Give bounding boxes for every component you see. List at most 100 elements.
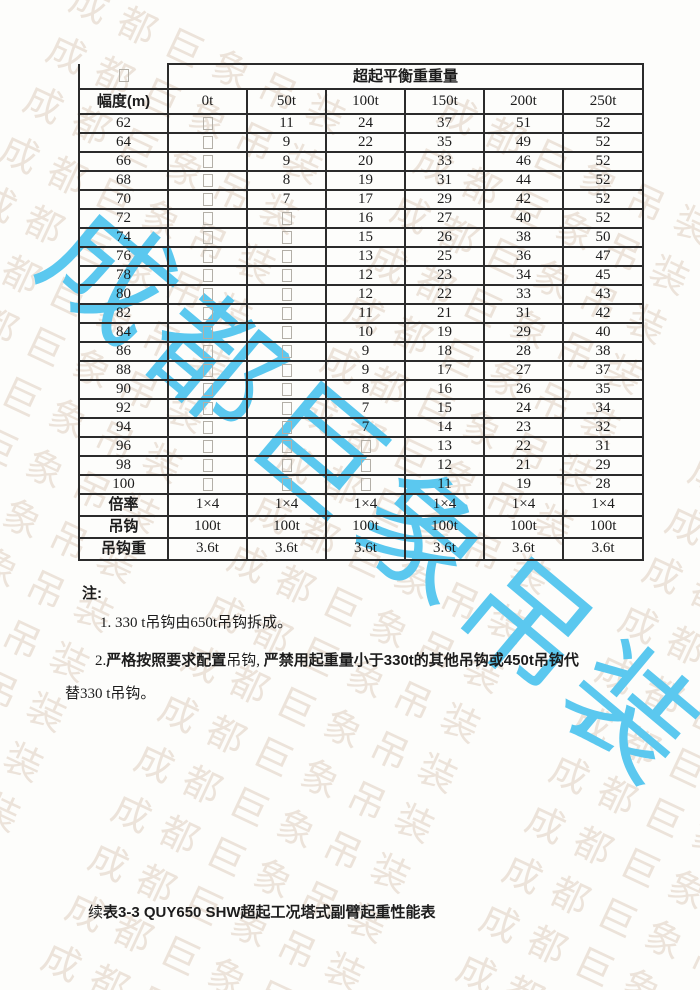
capacity-cell: 16	[325, 208, 406, 229]
radius-cell: 64	[78, 132, 169, 153]
capacity-cell: 37	[404, 113, 485, 134]
capacity-cell: 19	[404, 322, 485, 343]
missing-glyph-box	[281, 382, 292, 396]
capacity-cell: 44	[483, 170, 564, 191]
missing-glyph-box	[360, 458, 371, 472]
radius-cell: 100	[78, 474, 169, 495]
footer-value-cell: 1×4	[167, 493, 248, 517]
missing-glyph-box	[281, 420, 292, 434]
radius-cell: 88	[78, 360, 169, 381]
radius-cell: 86	[78, 341, 169, 362]
capacity-cell: 11	[325, 303, 406, 324]
capacity-cell: 40	[561, 322, 645, 343]
missing-glyph-box	[202, 154, 213, 168]
col-header-100t: 100t	[325, 88, 406, 115]
capacity-cell: 24	[483, 398, 564, 419]
capacity-cell: 29	[483, 322, 564, 343]
capacity-cell: 42	[561, 303, 645, 324]
capacity-cell: 7	[325, 417, 406, 438]
capacity-cell	[167, 436, 248, 457]
capacity-cell: 26	[483, 379, 564, 400]
capacity-cell: 34	[483, 265, 564, 286]
capacity-cell: 24	[325, 113, 406, 134]
footer-value-cell: 3.6t	[246, 537, 327, 561]
capacity-cell: 23	[483, 417, 564, 438]
capacity-cell: 22	[404, 284, 485, 305]
capacity-cell: 8	[246, 170, 327, 191]
missing-glyph-box	[202, 363, 213, 377]
missing-glyph-box	[281, 401, 292, 415]
capacity-cell: 46	[483, 151, 564, 172]
footer-value-cell: 1×4	[561, 493, 645, 517]
table-row-column-headers: 幅度(m) 0t 50t 100t 150t 200t 250t	[78, 88, 645, 115]
capacity-cell: 35	[404, 132, 485, 153]
capacity-cell: 28	[561, 474, 645, 495]
table-row-span-header: 超起平衡重重量	[78, 63, 645, 90]
missing-glyph-box	[281, 363, 292, 377]
capacity-cell: 22	[325, 132, 406, 153]
capacity-cell	[167, 189, 248, 210]
capacity-cell	[167, 341, 248, 362]
capacity-cell	[167, 303, 248, 324]
capacity-cell: 28	[483, 341, 564, 362]
footer-value-cell: 100t	[404, 515, 485, 539]
missing-glyph-box	[202, 211, 213, 225]
footer-label-cell: 倍率	[78, 493, 169, 517]
footer-value-cell: 3.6t	[167, 537, 248, 561]
capacity-cell: 18	[404, 341, 485, 362]
table-row: 88 9 17 27 37	[78, 360, 645, 381]
capacity-cell	[167, 398, 248, 419]
capacity-cell: 31	[483, 303, 564, 324]
capacity-cell	[246, 341, 327, 362]
col-header-150t: 150t	[404, 88, 485, 115]
missing-glyph-box	[202, 230, 213, 244]
table-footer-row: 吊钩重 3.6t 3.6t 3.6t 3.6t 3.6t 3.6t	[78, 537, 645, 561]
radius-cell: 92	[78, 398, 169, 419]
capacity-cell	[167, 246, 248, 267]
missing-glyph-box	[202, 458, 213, 472]
col-header-radius: 幅度(m)	[78, 88, 169, 115]
capacity-cell	[167, 113, 248, 134]
missing-glyph-box	[202, 401, 213, 415]
note-2-line-2: 替330 t吊钩。	[65, 686, 156, 702]
capacity-cell	[167, 379, 248, 400]
capacity-cell: 49	[483, 132, 564, 153]
radius-cell: 68	[78, 170, 169, 191]
missing-glyph-box	[202, 477, 213, 491]
missing-glyph-box	[281, 287, 292, 301]
table-row: 74 15 26 38 50	[78, 227, 645, 248]
capacity-cell: 12	[325, 265, 406, 286]
capacity-cell: 13	[404, 436, 485, 457]
capacity-cell: 21	[404, 303, 485, 324]
caption-title: 表3-3 QUY650 SHW超起工况塔式副臂起重性能表	[103, 904, 436, 921]
capacity-cell: 47	[561, 246, 645, 267]
missing-glyph-box	[202, 249, 213, 263]
footer-value-cell: 100t	[325, 515, 406, 539]
missing-glyph-box	[202, 344, 213, 358]
col-header-0t: 0t	[167, 88, 248, 115]
capacity-cell	[246, 379, 327, 400]
footer-value-cell: 1×4	[483, 493, 564, 517]
capacity-cell: 22	[483, 436, 564, 457]
capacity-cell	[167, 417, 248, 438]
note-2-normal-1: 吊钩,	[226, 653, 264, 669]
note-1: 1. 330 t吊钩由650t吊钩拆成。	[100, 615, 293, 631]
capacity-cell: 9	[246, 132, 327, 153]
capacity-cell: 15	[404, 398, 485, 419]
footer-value-cell: 3.6t	[483, 537, 564, 561]
capacity-cell	[167, 455, 248, 476]
capacity-cell: 31	[404, 170, 485, 191]
capacity-cell	[167, 170, 248, 191]
capacity-cell: 11	[404, 474, 485, 495]
capacity-cell: 33	[483, 284, 564, 305]
capacity-cell	[167, 474, 248, 495]
capacity-cell: 7	[325, 398, 406, 419]
capacity-cell: 27	[483, 360, 564, 381]
note-2-bold-1: 严格按照要求配置	[106, 652, 227, 669]
capacity-cell	[167, 208, 248, 229]
capacity-cell: 9	[325, 360, 406, 381]
capacity-cell: 45	[561, 265, 645, 286]
radius-cell: 62	[78, 113, 169, 134]
capacity-cell	[246, 360, 327, 381]
